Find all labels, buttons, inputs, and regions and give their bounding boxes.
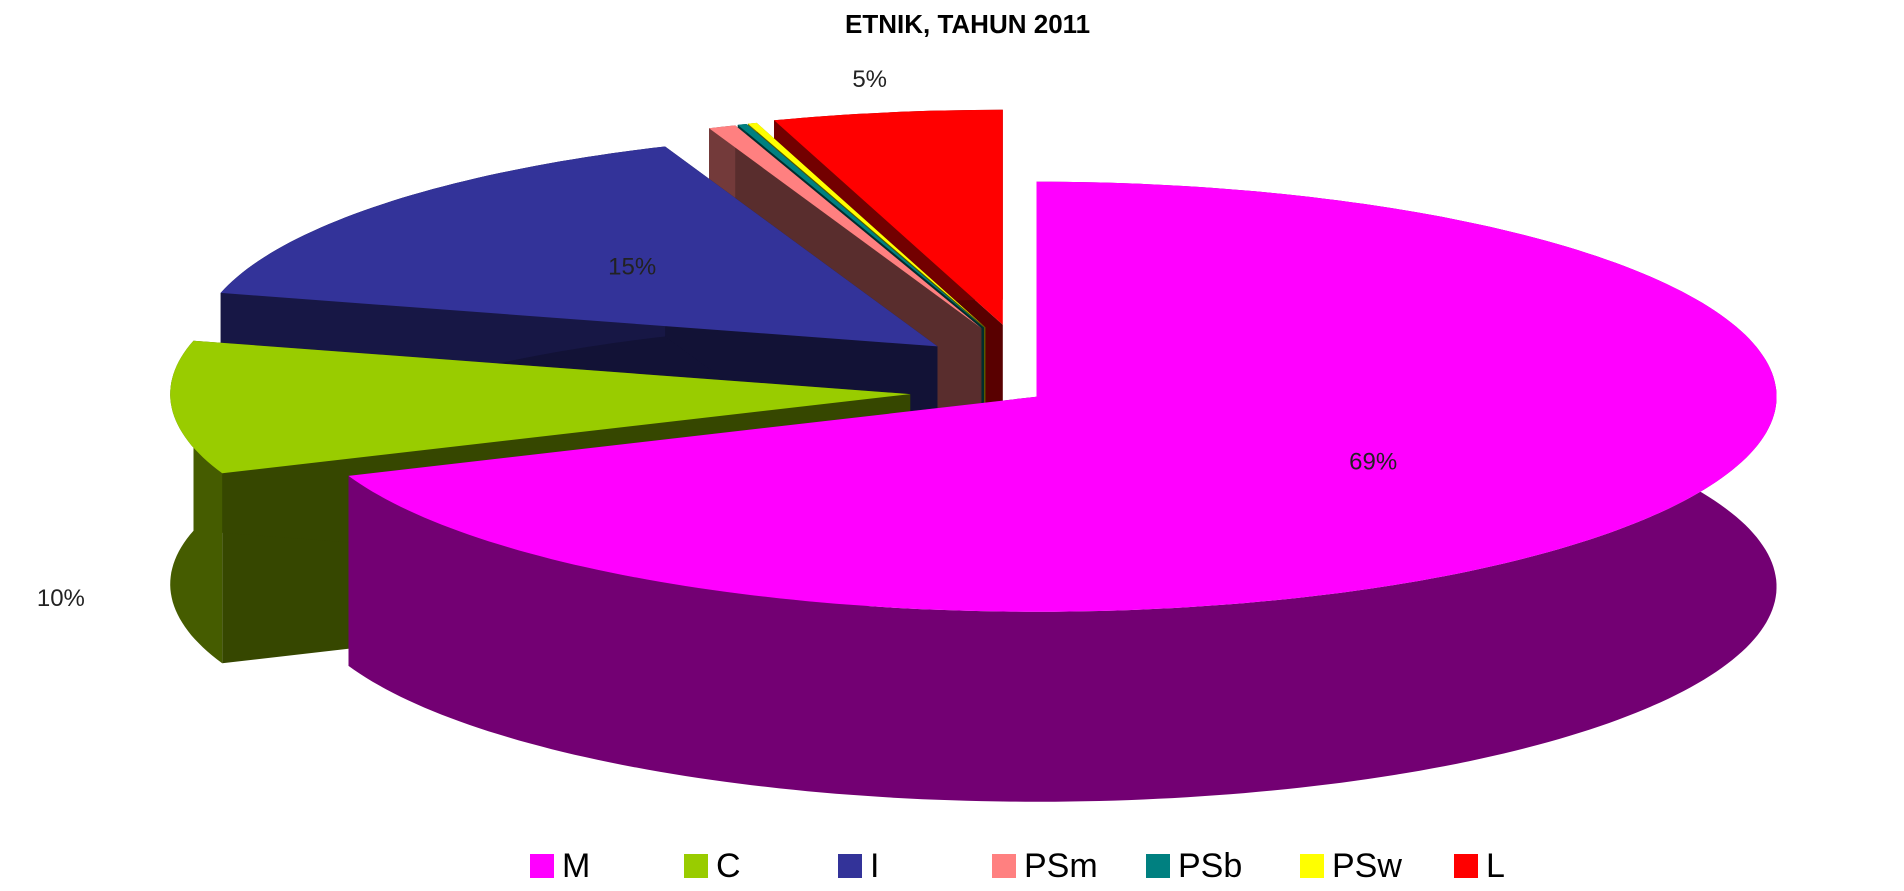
slice	[774, 109, 1003, 325]
data-label: 10%	[37, 585, 85, 612]
legend-label: PSb	[1178, 847, 1242, 885]
legend-label: M	[562, 847, 590, 885]
legend-label: L	[1486, 847, 1505, 885]
pie	[170, 109, 1777, 802]
legend-swatch	[1454, 854, 1478, 878]
slice	[220, 146, 938, 347]
legend-label: PSm	[1024, 847, 1098, 885]
slice	[709, 125, 982, 329]
slice	[737, 124, 984, 328]
slice	[348, 181, 1777, 612]
legend-swatch	[1300, 854, 1324, 878]
legend-label: C	[716, 847, 741, 885]
legend-swatch	[838, 854, 862, 878]
legend-label: PSw	[1332, 847, 1402, 885]
data-label: 69%	[1349, 449, 1397, 476]
slice	[747, 122, 986, 328]
legend-swatch	[992, 854, 1016, 878]
legend-label: I	[870, 847, 879, 885]
chart-title: ETNIK, TAHUN 2011	[845, 9, 1090, 39]
data-label: 5%	[852, 66, 887, 93]
data-label: 15%	[608, 253, 656, 280]
slice	[170, 340, 911, 474]
legend-swatch	[684, 854, 708, 878]
legend-swatch	[530, 854, 554, 878]
legend-swatch	[1146, 854, 1170, 878]
